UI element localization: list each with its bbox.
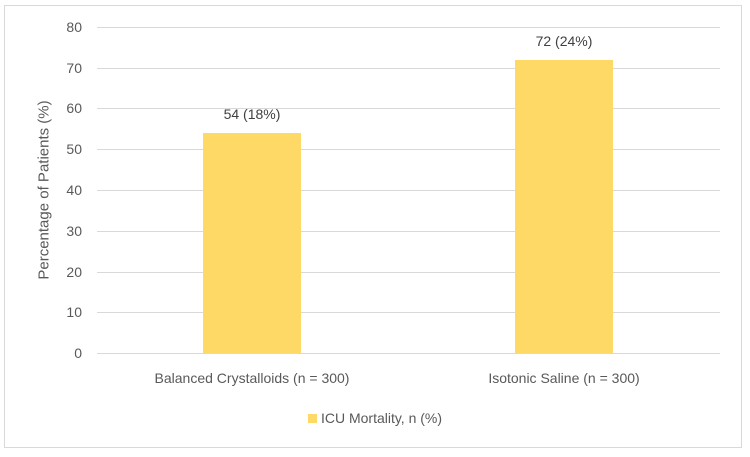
gridline-80 (97, 27, 720, 28)
y-tick: 60 (66, 100, 82, 116)
gridline-70 (97, 68, 720, 69)
data-label: 72 (24%) (535, 33, 593, 49)
y-tick: 40 (66, 182, 82, 198)
legend-label: ICU Mortality, n (%) (320, 410, 443, 426)
chart-frame (4, 5, 742, 448)
gridline-60 (97, 108, 720, 109)
y-tick: 70 (66, 60, 82, 76)
gridline-10 (97, 312, 720, 313)
gridline-30 (97, 231, 720, 232)
legend: ICU Mortality, n (%) (0, 410, 750, 426)
legend-swatch-icon (307, 413, 317, 423)
x-axis-line (97, 353, 720, 354)
y-tick: 20 (66, 264, 82, 280)
y-tick: 10 (66, 304, 82, 320)
y-tick: 30 (66, 223, 82, 239)
y-tick: 0 (74, 345, 82, 361)
x-category-label: Isotonic Saline (n = 300) (488, 370, 640, 386)
data-label: 54 (18%) (223, 106, 281, 122)
gridline-50 (97, 149, 720, 150)
y-tick: 80 (66, 19, 82, 35)
bar-balanced-crystalloids (203, 133, 301, 353)
x-category-label: Balanced Crystalloids (n = 300) (154, 370, 350, 386)
gridline-40 (97, 190, 720, 191)
bar-isotonic-saline (515, 60, 613, 353)
y-tick: 50 (66, 141, 82, 157)
gridline-20 (97, 272, 720, 273)
